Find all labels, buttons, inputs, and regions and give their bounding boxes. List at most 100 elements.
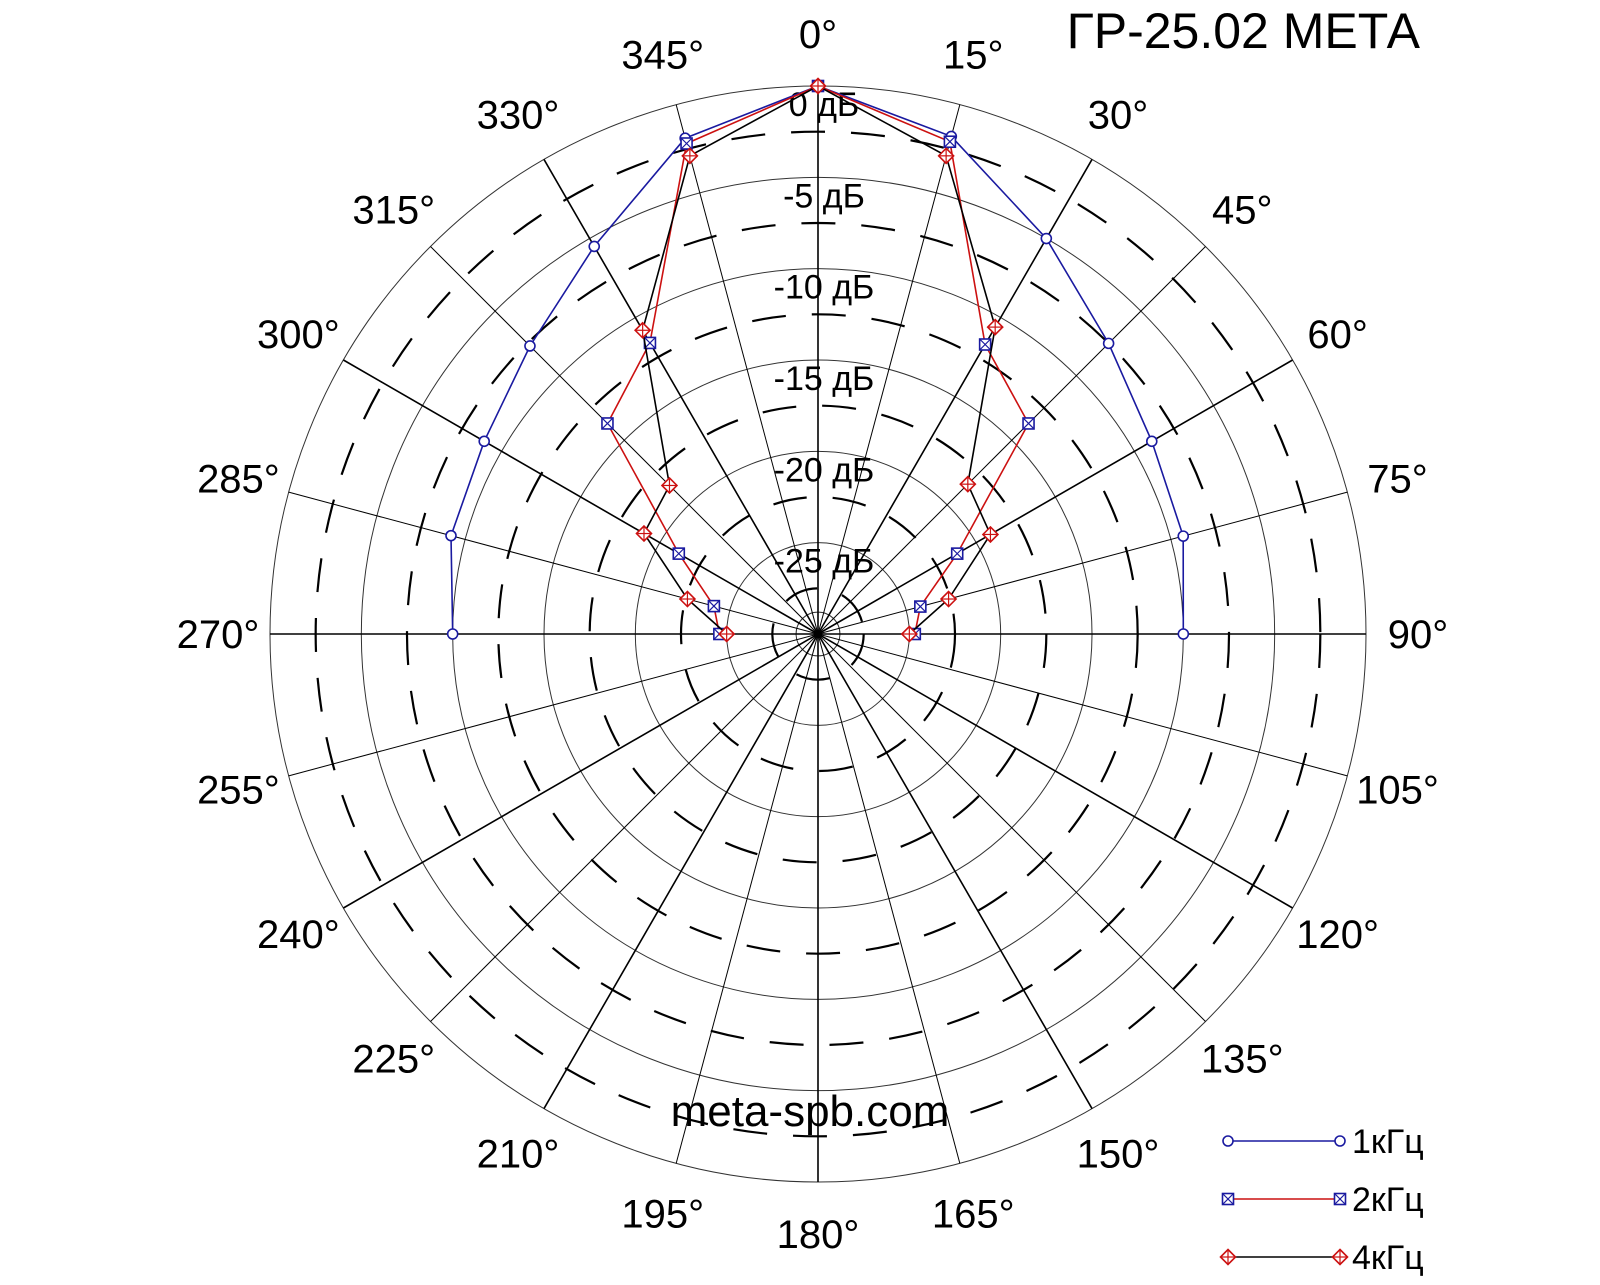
legend: 1кГц 2кГц 4кГц	[1219, 1123, 1424, 1277]
angle-tick-label: 345°	[621, 33, 704, 77]
data-point	[1177, 530, 1190, 542]
angle-tick-label: 105°	[1356, 768, 1439, 812]
data-point	[943, 135, 957, 149]
data-point	[914, 600, 927, 613]
data-point	[672, 547, 686, 560]
data-point	[660, 476, 679, 495]
data-point	[680, 137, 693, 150]
legend-label: 1кГц	[1352, 1123, 1424, 1161]
angle-tick-label: 120°	[1296, 913, 1379, 957]
angle-tick-label: 240°	[257, 913, 340, 957]
data-point	[939, 590, 958, 608]
legend-label: 4кГц	[1352, 1239, 1424, 1277]
data-point	[986, 318, 1004, 336]
angle-tick-label: 315°	[352, 189, 435, 233]
data-point	[1331, 1248, 1349, 1266]
grid-spoke	[817, 633, 1293, 909]
data-point	[950, 547, 964, 560]
grid-spoke	[817, 104, 961, 635]
data-point	[678, 590, 697, 608]
grid-spoke	[288, 491, 819, 635]
polar-grid	[269, 85, 1367, 1183]
data-point	[707, 599, 721, 613]
angle-tick-label: 255°	[197, 768, 280, 812]
data-point	[937, 147, 955, 165]
grid-spoke	[430, 633, 819, 1022]
data-point	[978, 338, 992, 351]
radial-tick-labels: 0 дБ-5 дБ-10 дБ-15 дБ-20 дБ-25 дБ	[774, 86, 875, 581]
legend-item: 1кГц	[1222, 1123, 1424, 1161]
data-point	[634, 321, 652, 339]
data-point	[588, 240, 601, 253]
data-point	[1145, 435, 1158, 448]
data-point	[635, 524, 653, 543]
data-point	[681, 147, 699, 165]
angle-tick-label: 165°	[932, 1193, 1015, 1237]
angle-tick-label: 285°	[197, 458, 280, 502]
radial-tick-label: -10 дБ	[774, 269, 875, 307]
grid-spoke	[675, 104, 819, 635]
grid-spoke	[817, 359, 1293, 635]
grid-spoke	[817, 633, 1206, 1022]
data-point	[1022, 417, 1035, 430]
data-point	[1177, 628, 1190, 640]
grid-spoke	[343, 359, 819, 635]
angle-tick-label: 15°	[943, 33, 1004, 77]
data-point	[1222, 1135, 1234, 1147]
series-3	[634, 77, 1004, 643]
data-series	[445, 77, 1190, 643]
data-point	[900, 625, 918, 643]
data-point	[1219, 1248, 1237, 1266]
grid-spoke	[675, 633, 819, 1164]
grid-spoke	[343, 633, 819, 909]
angle-tick-label: 45°	[1212, 189, 1273, 233]
data-point	[1040, 232, 1053, 245]
data-point	[601, 417, 614, 430]
angle-tick-label: 180°	[777, 1213, 860, 1257]
data-point	[1333, 1192, 1347, 1206]
data-point	[478, 435, 491, 448]
grid-spoke	[817, 246, 1206, 635]
grid-spoke	[543, 633, 819, 1109]
grid-spoke	[817, 633, 961, 1164]
data-point	[1334, 1135, 1346, 1147]
angle-tick-label: 150°	[1077, 1133, 1160, 1177]
angle-tick-label: 225°	[352, 1037, 435, 1081]
angle-tick-label: 30°	[1088, 93, 1149, 137]
legend-label: 2кГц	[1352, 1181, 1424, 1219]
data-point	[445, 529, 457, 542]
radial-tick-label: -25 дБ	[774, 543, 875, 581]
data-point	[446, 628, 459, 640]
angle-tick-label: 60°	[1307, 313, 1368, 357]
angle-tick-labels: 0° 15° 30° 45° 60° 75° 90° 105° 120° 135° 150° 165°…	[177, 13, 1449, 1257]
grid-spoke	[543, 159, 819, 635]
data-point	[1102, 337, 1115, 350]
angle-tick-label: 270°	[177, 613, 260, 657]
radial-tick-label: -5 дБ	[783, 177, 865, 215]
radial-tick-label: -15 дБ	[774, 360, 875, 398]
legend-item: 4кГц	[1219, 1239, 1424, 1277]
angle-tick-label: 0°	[799, 13, 837, 57]
data-point	[524, 340, 536, 352]
data-point	[718, 625, 736, 643]
angle-tick-label: 135°	[1201, 1037, 1284, 1081]
grid-spoke	[817, 633, 1093, 1109]
grid-spoke	[817, 491, 1348, 635]
angle-tick-label: 195°	[621, 1193, 704, 1237]
data-point	[809, 77, 827, 95]
data-point	[1221, 1192, 1235, 1206]
angle-tick-label: 300°	[257, 313, 340, 357]
data-point	[981, 525, 1000, 544]
angle-tick-label: 210°	[477, 1133, 560, 1177]
grid-spoke	[817, 633, 1348, 777]
angle-tick-label: 330°	[477, 93, 560, 137]
website-label: meta-spb.com	[671, 1087, 950, 1136]
chart-title: ГР-25.02 МЕТА	[1067, 3, 1421, 59]
angle-tick-label: 90°	[1388, 613, 1449, 657]
angle-tick-label: 75°	[1367, 458, 1428, 502]
legend-item: 2кГц	[1221, 1181, 1424, 1219]
grid-spoke	[288, 633, 819, 777]
radial-tick-label: -20 дБ	[774, 451, 875, 489]
